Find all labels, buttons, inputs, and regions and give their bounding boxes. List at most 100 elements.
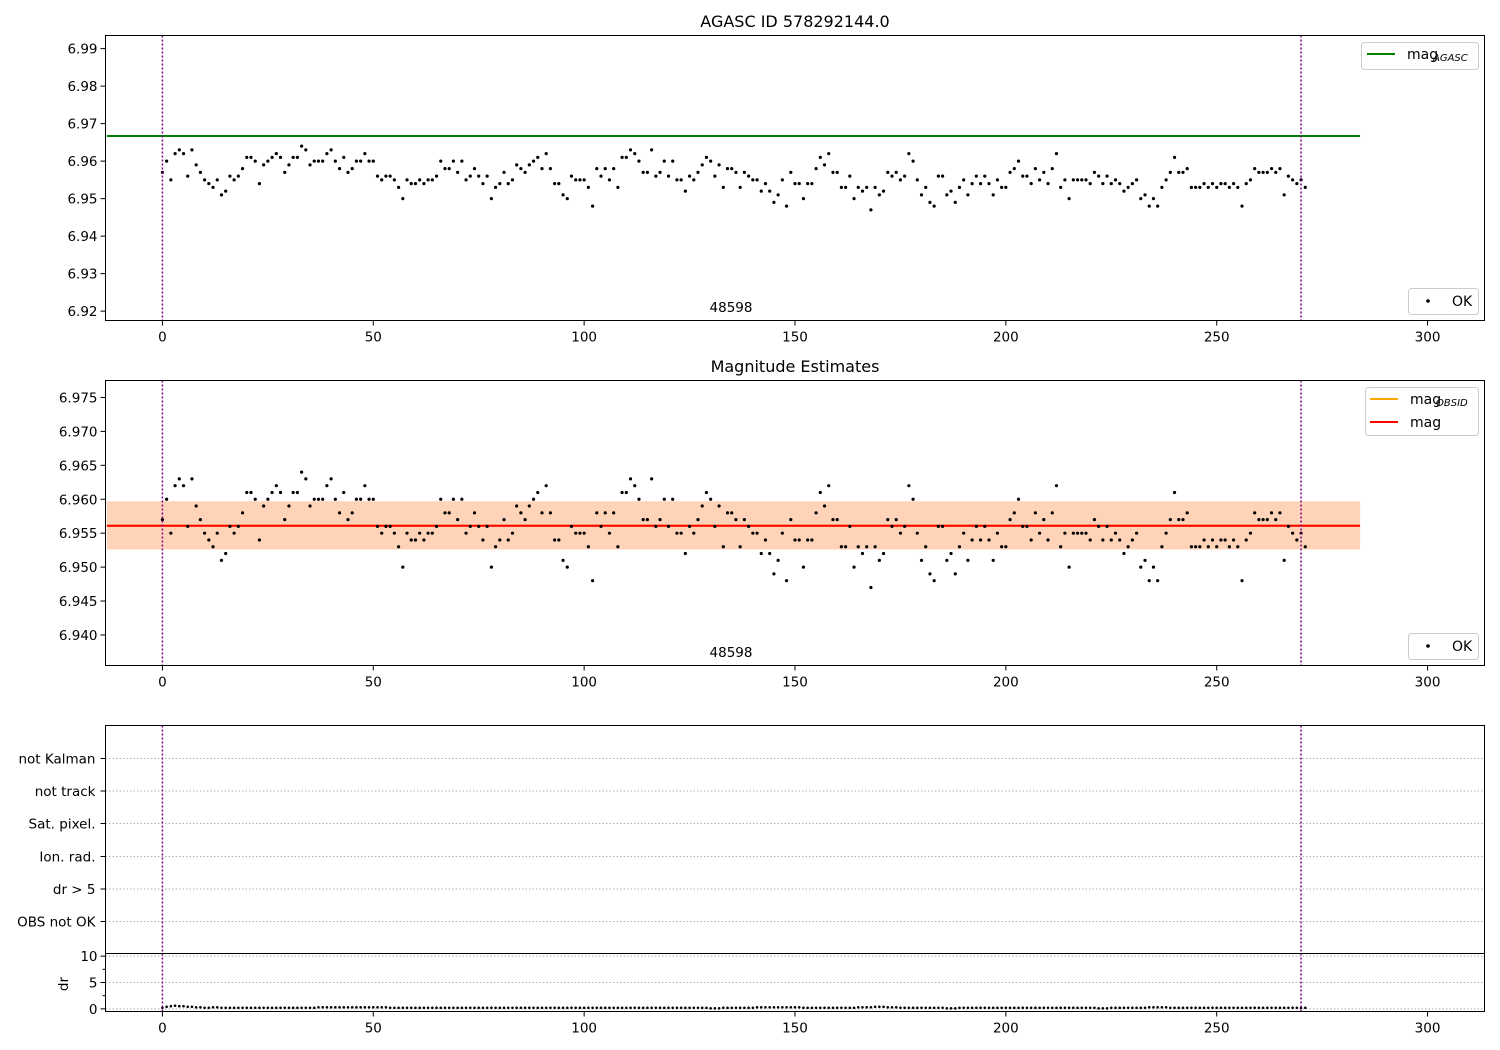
data-point	[675, 531, 679, 535]
dr-point	[528, 1006, 531, 1010]
flag-label: not Kalman	[18, 752, 95, 768]
data-point	[468, 524, 472, 528]
data-point	[531, 497, 536, 501]
data-point	[877, 558, 881, 562]
data-point	[418, 531, 422, 535]
data-point	[671, 159, 675, 163]
data-point	[1177, 170, 1181, 174]
data-point	[1164, 531, 1168, 535]
dr-point	[603, 1006, 607, 1010]
y-tick-label: 6.97	[67, 117, 97, 133]
data-point	[1097, 174, 1101, 178]
data-point	[768, 551, 772, 556]
dr-point	[738, 1006, 742, 1010]
data-point	[751, 178, 755, 182]
data-point	[974, 174, 978, 178]
dr-point	[1303, 1006, 1307, 1010]
data-point	[1282, 558, 1286, 562]
x-tick-label: 200	[993, 330, 1019, 346]
data-point	[991, 193, 995, 197]
dr-point	[468, 1006, 472, 1010]
dr-point	[949, 1007, 953, 1010]
dr-point	[987, 1006, 991, 1010]
dr-point	[1055, 1006, 1058, 1010]
data-point	[1071, 531, 1075, 535]
dr-point	[1042, 1006, 1046, 1010]
data-point	[380, 178, 384, 182]
data-point	[578, 531, 582, 535]
data-point	[814, 511, 818, 515]
data-point	[637, 497, 641, 501]
data-point	[1291, 531, 1295, 535]
data-point	[540, 511, 544, 515]
y-tick-label: 6.92	[67, 304, 97, 320]
dr-point	[953, 1007, 957, 1010]
dr-point	[194, 1005, 198, 1009]
dr-point	[1147, 1005, 1151, 1009]
data-point	[557, 182, 561, 186]
data-point	[1172, 155, 1177, 159]
data-point	[253, 497, 257, 501]
data-point	[1101, 182, 1105, 186]
dr-point	[350, 1005, 354, 1009]
data-point	[940, 174, 945, 178]
data-point	[1177, 518, 1181, 522]
data-point	[839, 545, 843, 549]
data-point	[1021, 524, 1025, 528]
data-point	[747, 524, 751, 528]
dr-point	[1261, 1006, 1265, 1010]
data-point	[806, 182, 810, 186]
data-point	[1029, 538, 1033, 542]
data-point	[822, 504, 827, 508]
data-point	[814, 167, 818, 171]
data-point	[586, 185, 590, 189]
data-point	[1054, 152, 1059, 156]
dr-point	[1228, 1006, 1231, 1010]
data-point	[1215, 545, 1219, 549]
data-point	[565, 197, 569, 201]
data-point	[620, 155, 624, 159]
data-point	[1004, 185, 1008, 189]
panel-4-frame	[105, 953, 1485, 1012]
data-point	[860, 189, 865, 193]
dr-point	[215, 1005, 219, 1009]
data-point	[207, 182, 211, 186]
data-point	[784, 204, 789, 208]
data-point	[1071, 178, 1075, 182]
data-point	[1008, 170, 1012, 174]
data-point	[396, 185, 401, 189]
dr-point	[241, 1006, 244, 1010]
dr-point	[700, 1006, 704, 1010]
data-point	[1244, 538, 1248, 542]
data-point	[1037, 178, 1042, 182]
dr-point	[1008, 1006, 1012, 1010]
dr-point	[308, 1006, 312, 1010]
dr-point	[713, 1007, 717, 1010]
data-point	[700, 504, 704, 508]
data-point	[869, 208, 873, 212]
panel-2-title: Magnitude Estimates	[711, 357, 880, 376]
dr-point	[363, 1005, 367, 1009]
dr-point	[970, 1006, 974, 1010]
dr-point	[1232, 1006, 1235, 1010]
data-point	[536, 490, 540, 495]
dr-point	[1088, 1006, 1092, 1010]
data-point	[940, 524, 945, 528]
data-point	[1210, 538, 1215, 542]
dr-point	[625, 1006, 628, 1010]
data-point	[371, 497, 375, 501]
data-point	[1156, 579, 1160, 583]
data-point	[987, 538, 991, 542]
data-point	[367, 497, 371, 501]
dr-point	[1223, 1006, 1227, 1010]
data-point	[405, 531, 409, 535]
dr-point	[802, 1006, 805, 1010]
dr-point	[646, 1006, 649, 1010]
x-tick-label: 50	[365, 330, 382, 346]
data-point	[186, 524, 190, 528]
data-point	[924, 545, 928, 549]
data-point	[856, 545, 860, 549]
data-point	[329, 477, 333, 481]
data-point	[654, 524, 658, 528]
data-point	[734, 170, 738, 174]
